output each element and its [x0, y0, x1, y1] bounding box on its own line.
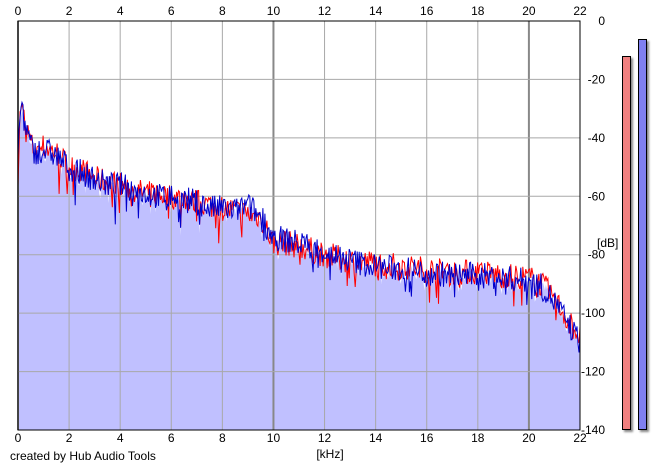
- x-tick-label-top: 14: [369, 4, 383, 18]
- right-level-meter: [638, 38, 647, 430]
- x-tick-label-top: 4: [117, 4, 124, 18]
- x-tick-label-bottom: 12: [318, 431, 332, 445]
- x-tick-label-bottom: 20: [522, 431, 536, 445]
- x-tick-label-bottom: 14: [369, 431, 383, 445]
- y-axis-label: [dB]: [597, 236, 618, 250]
- x-tick-label-bottom: 2: [66, 431, 73, 445]
- x-tick-label-top: 10: [267, 4, 281, 18]
- x-tick-label-bottom: 0: [15, 431, 22, 445]
- left-level-meter: [622, 56, 631, 430]
- y-tick-label: -100: [581, 306, 605, 320]
- credit-text: created by Hub Audio Tools: [10, 449, 156, 463]
- plot-frame: [17, 20, 581, 431]
- y-tick-label: -20: [588, 72, 606, 86]
- left-channel-line: [17, 102, 581, 344]
- y-tick-label: -80: [588, 248, 606, 262]
- x-tick-label-bottom: 16: [420, 431, 434, 445]
- x-tick-label-top: 20: [522, 4, 536, 18]
- x-tick-label-bottom: 4: [117, 431, 124, 445]
- x-tick-label-top: 18: [471, 4, 485, 18]
- y-tick-label: -60: [588, 189, 606, 203]
- y-tick-label: -120: [581, 365, 605, 379]
- y-tick-label: 0: [598, 14, 605, 28]
- y-tick-label: -40: [588, 131, 606, 145]
- x-tick-label-top: 22: [573, 4, 587, 18]
- x-tick-label-top: 8: [219, 4, 226, 18]
- x-tick-label-top: 6: [168, 4, 175, 18]
- x-tick-label-top: 0: [15, 4, 22, 18]
- x-tick-label-bottom: 10: [267, 431, 281, 445]
- y-tick-label: -140: [581, 423, 605, 437]
- spectrum-fill: [18, 111, 580, 430]
- x-tick-label-top: 12: [318, 4, 332, 18]
- x-axis-label: [kHz]: [316, 447, 343, 461]
- x-tick-label-bottom: 22: [573, 431, 587, 445]
- x-tick-label-top: 2: [66, 4, 73, 18]
- x-tick-label-top: 16: [420, 4, 434, 18]
- right-channel-line: [17, 100, 581, 353]
- x-tick-label-bottom: 8: [219, 431, 226, 445]
- x-tick-label-bottom: 18: [471, 431, 485, 445]
- x-tick-label-bottom: 6: [168, 431, 175, 445]
